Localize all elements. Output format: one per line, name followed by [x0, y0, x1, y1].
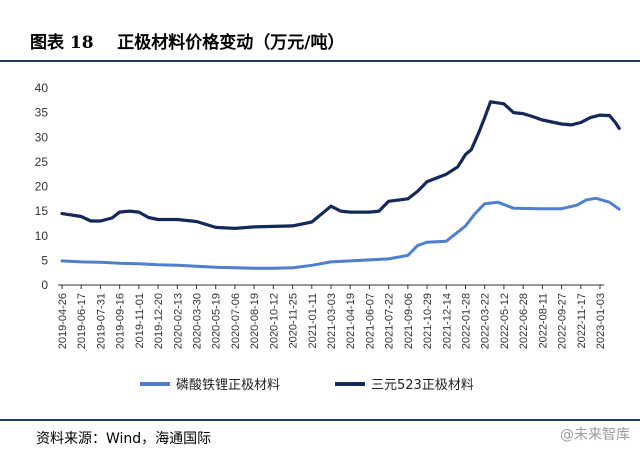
title-row: 图表 18 正极材料价格变动（万元/吨）: [0, 0, 640, 62]
top-rule: [0, 60, 640, 62]
x-tick-label: 2021-01-11: [307, 293, 319, 348]
figure-title: 图表 18 正极材料价格变动（万元/吨）: [30, 33, 345, 53]
legend: 磷酸铁锂正极材料 三元523正极材料: [140, 378, 474, 393]
y-axis: 0 5 10 15 20 25 30 35 40: [35, 81, 49, 292]
y-tick-label: 35: [35, 106, 49, 120]
x-tick-label: 2020-08-19: [249, 293, 261, 349]
x-tick-label: 2023-01-03: [595, 293, 607, 349]
series-layer: [60, 100, 621, 270]
x-tick-label: 2020-02-13: [172, 293, 184, 349]
x-tick-label: 2021-10-29: [422, 293, 434, 349]
x-tick-label: 2021-06-07: [364, 293, 376, 349]
x-tick-label: 2020-03-30: [192, 293, 204, 349]
x-tick-label: 2022-05-12: [499, 293, 511, 349]
source-note: 资料来源：Wind，海通国际: [36, 431, 212, 447]
watermark: @未来智库: [560, 427, 630, 443]
x-tick-label: 2022-09-27: [557, 293, 569, 349]
x-tick-label: 2021-07-22: [384, 293, 396, 349]
series-line-ncm523: [60, 100, 621, 230]
x-tick-label: 2022-06-28: [518, 293, 530, 349]
x-tick-label: 2021-12-14: [441, 293, 453, 349]
y-tick-label: 30: [35, 130, 49, 144]
y-tick-label: 15: [35, 204, 49, 218]
y-tick-label: 5: [41, 253, 48, 267]
x-axis: 2019-04-26 2019-06-17 2019-07-31 2019-09-16…: [57, 284, 607, 349]
series-line-lfp: [60, 196, 621, 270]
x-tick-label: 2020-07-06: [230, 293, 242, 349]
y-tick-label: 40: [35, 81, 49, 95]
x-tick-label: 2021-09-06: [403, 293, 415, 349]
x-tick-label: 2019-09-16: [115, 293, 127, 349]
y-tick-label: 10: [35, 229, 49, 243]
y-tick-label: 0: [41, 278, 48, 292]
x-tick-label: 2021-03-03: [326, 293, 338, 349]
y-tick-label: 20: [35, 180, 49, 194]
x-tick-label: 2020-11-25: [288, 293, 300, 348]
legend-label: 三元523正极材料: [371, 378, 474, 393]
x-tick-label: 2019-06-17: [76, 293, 88, 349]
x-tick-label: 2019-11-01: [134, 293, 146, 348]
x-tick-label: 2019-07-31: [95, 293, 107, 349]
x-tick-label: 2022-11-17: [576, 293, 588, 348]
x-tick-label: 2020-05-19: [211, 293, 223, 349]
x-tick-label: 2022-01-28: [461, 293, 473, 349]
x-tick-label: 2021-04-19: [345, 293, 357, 349]
x-tick-label: 2022-03-22: [480, 293, 492, 349]
legend-label: 磷酸铁锂正极材料: [176, 378, 280, 393]
x-tick-label: 2019-12-20: [153, 293, 165, 349]
x-tick-label: 2020-10-12: [268, 293, 280, 349]
x-tick-label: 2019-04-26: [57, 293, 69, 349]
x-tick-label: 2022-08-11: [537, 293, 549, 348]
bottom-rule: [0, 419, 640, 421]
y-tick-label: 25: [35, 155, 49, 169]
